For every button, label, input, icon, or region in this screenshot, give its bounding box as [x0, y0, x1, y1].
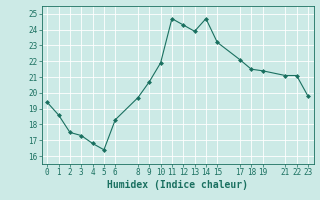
- X-axis label: Humidex (Indice chaleur): Humidex (Indice chaleur): [107, 180, 248, 190]
